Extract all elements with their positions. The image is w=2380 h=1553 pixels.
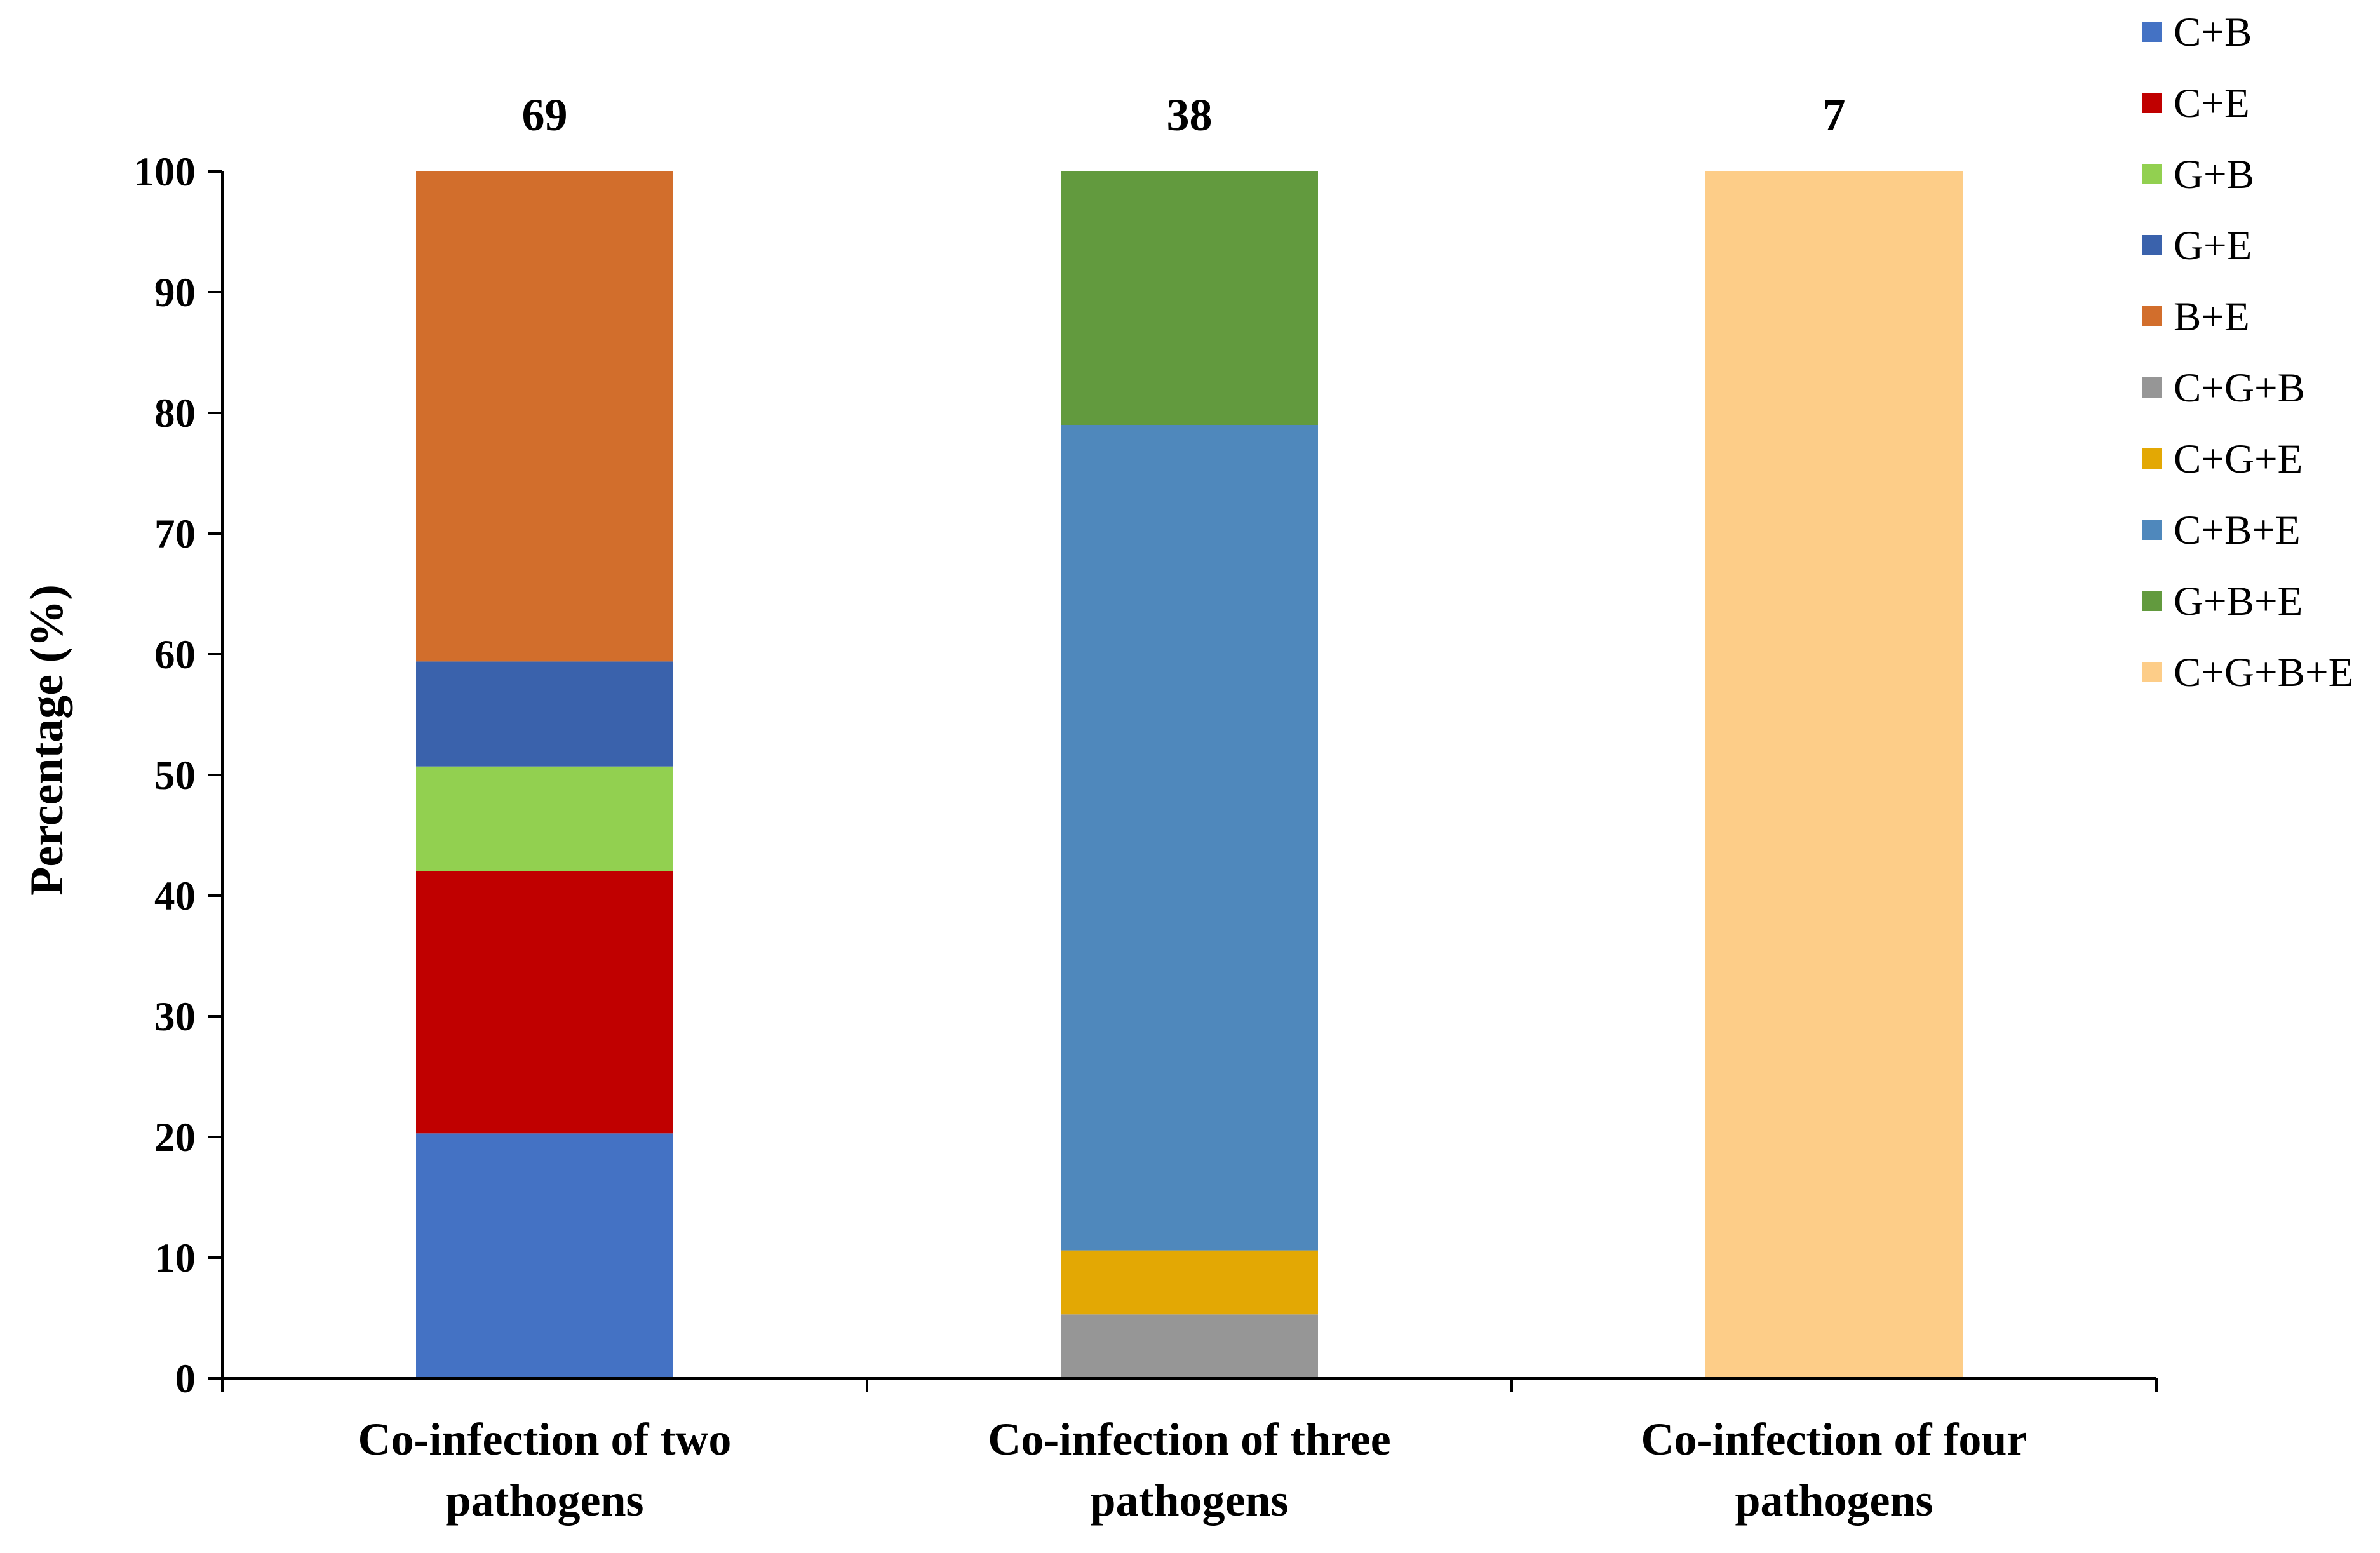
legend: C+B C+E G+B G+E B+E C+G+B C+G+E C+B+E G+B+E C+G+B… xyxy=(2142,10,2353,696)
bar-count-label-2: 38 xyxy=(1167,90,1213,140)
legend-label-g-b-e: G+B+E xyxy=(2174,579,2303,624)
legend-swatch-c-g-b-e xyxy=(2142,662,2162,682)
bar-segment-c-b-e-cat2 xyxy=(1061,425,1318,1251)
legend-swatch-g-b-e xyxy=(2142,591,2162,611)
x-tick-label-line: Co-infection of two xyxy=(358,1414,732,1465)
y-tick-label-90: 90 xyxy=(154,270,196,316)
legend-swatch-b-e xyxy=(2142,306,2162,326)
labels-group: 69 Co-infection of two pathogens 38 Co-infec… xyxy=(134,90,2027,1526)
y-tick-label-70: 70 xyxy=(154,511,196,557)
bar-count-label-1: 69 xyxy=(522,90,568,140)
y-tick-label-20: 20 xyxy=(154,1115,196,1160)
x-tick-label-1: Co-infection of two pathogens xyxy=(358,1414,732,1526)
legend-label-b-e: B+E xyxy=(2174,294,2250,340)
legend-label-c-e: C+E xyxy=(2174,81,2250,126)
legend-label-g-b: G+B xyxy=(2174,152,2254,198)
axes-group xyxy=(208,170,2158,1392)
y-axis-label: Percentage (%) xyxy=(21,584,73,896)
x-tick-label-line: pathogens xyxy=(1090,1475,1288,1526)
legend-swatch-c-g-b xyxy=(2142,377,2162,398)
legend-label-c-g-e: C+G+E xyxy=(2174,436,2303,482)
y-tick-label-30: 30 xyxy=(154,994,196,1040)
bars-group xyxy=(416,171,1963,1378)
x-tick-label-2: Co-infection of three pathogens xyxy=(988,1414,1391,1526)
bar-segment-c-g-b-cat2 xyxy=(1061,1314,1318,1378)
y-tick-label-40: 40 xyxy=(154,873,196,919)
x-tick-label-line: Co-infection of three xyxy=(988,1414,1391,1465)
x-tick-label-line: Co-infection of four xyxy=(1641,1414,2027,1465)
legend-label-c-b-e: C+B+E xyxy=(2174,508,2301,553)
legend-label-c-g-b-e: C+G+B+E xyxy=(2174,650,2353,696)
x-tick-label-line: pathogens xyxy=(1735,1475,1933,1526)
bar-segment-b-e-cat1 xyxy=(416,171,673,662)
bar-segment-c-e-cat1 xyxy=(416,871,673,1134)
bar-segment-g-b-e-cat2 xyxy=(1061,171,1318,425)
bar-segment-c-g-b-e-cat3 xyxy=(1705,171,1963,1378)
y-tick-label-0: 0 xyxy=(175,1356,196,1402)
bar-count-label-3: 7 xyxy=(1823,90,1846,140)
y-tick-label-80: 80 xyxy=(154,391,196,436)
legend-swatch-c-b xyxy=(2142,22,2162,42)
legend-label-c-b: C+B xyxy=(2174,10,2252,55)
legend-swatch-c-g-e xyxy=(2142,448,2162,469)
legend-swatch-g-b xyxy=(2142,164,2162,184)
x-tick-label-3: Co-infection of four pathogens xyxy=(1641,1414,2027,1526)
legend-label-c-g-b: C+G+B xyxy=(2174,365,2305,411)
bar-segment-c-b-cat1 xyxy=(416,1133,673,1378)
legend-swatch-c-e xyxy=(2142,93,2162,113)
y-tick-label-60: 60 xyxy=(154,632,196,678)
x-tick-label-line: pathogens xyxy=(445,1475,643,1526)
y-tick-label-100: 100 xyxy=(134,149,196,195)
legend-label-g-e: G+E xyxy=(2174,223,2252,269)
legend-swatch-g-e xyxy=(2142,235,2162,255)
bar-segment-g-e-cat1 xyxy=(416,661,673,767)
bar-segment-c-g-e-cat2 xyxy=(1061,1250,1318,1315)
bar-segment-g-b-cat1 xyxy=(416,766,673,871)
y-tick-label-50: 50 xyxy=(154,753,196,798)
legend-swatch-c-b-e xyxy=(2142,520,2162,540)
y-tick-label-10: 10 xyxy=(154,1235,196,1281)
